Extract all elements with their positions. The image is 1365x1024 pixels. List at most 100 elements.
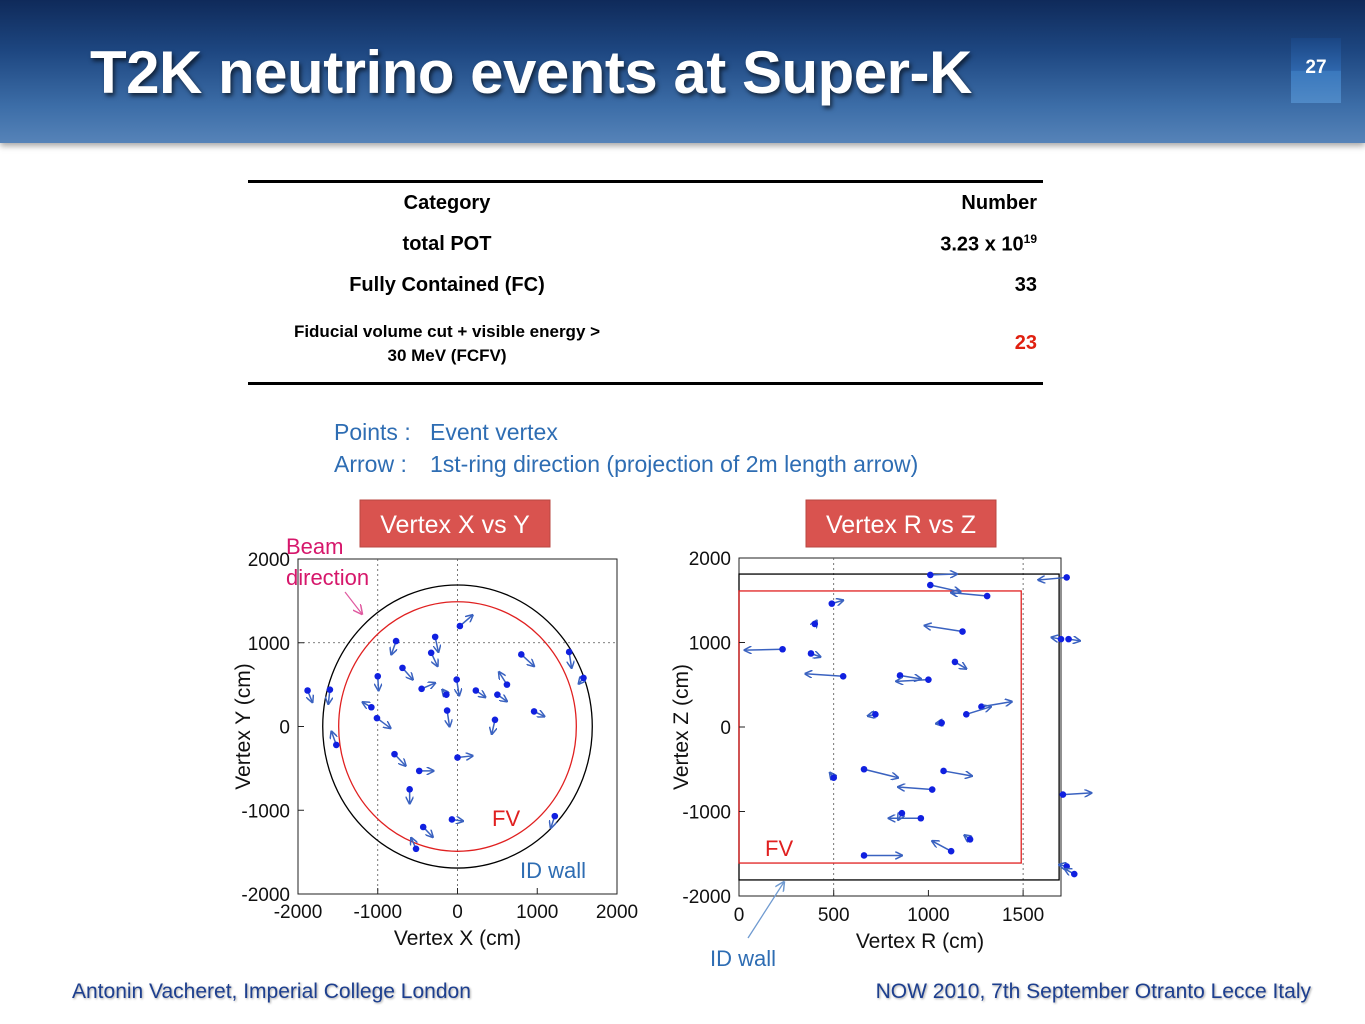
vertex-point [332,741,340,749]
fv-label: FV [492,806,520,831]
title-bar: T2K neutrino events at Super-K 27 [0,0,1365,143]
legend-arrow: Arrow : 1st-ring direction (projection of… [334,448,918,480]
vertex-point [1063,574,1070,581]
vertex-point [1057,635,1065,643]
direction-arrow [966,707,991,716]
vertex-point [927,581,934,589]
direction-arrow [930,574,957,575]
vertex-point [448,816,456,823]
y-tick-label: 0 [279,718,290,739]
header-number: Number [961,191,1037,214]
y-tick-label: -1000 [682,803,731,824]
direction-arrow [925,626,963,633]
category-line-1: Fiducial volume cut + visible energy > [293,321,601,341]
legend-arrow-value: 1st-ring direction (projection of 2m len… [430,451,919,477]
row-number-highlight: 23 [1014,332,1037,354]
y-tick-label: 0 [720,718,731,739]
vertex-point [1063,863,1070,870]
vertex-point [443,691,450,698]
id-wall-circle [322,584,593,869]
vertex-point [368,703,375,711]
table-header-row: Category Number [248,182,1043,224]
table-row: total POT 3.23 x 1019 [248,223,1043,265]
y-tick-label: -2000 [682,887,731,908]
x-tick-label: -2000 [274,902,323,923]
vertex-point [940,767,947,775]
y-tick-label: 1000 [248,634,290,655]
vertex-point [427,649,435,657]
table-row: Fiducial volume cut + visible energy > 30… [248,305,1043,384]
y-axis-label: Vertex Y (cm) [232,663,255,789]
vertex-point [443,707,451,714]
vertex-point [947,847,955,855]
vertex-point [399,664,406,672]
direction-arrow [943,770,972,776]
x-tick-label: 1000 [516,902,558,923]
y-axis-label: Vertex Z (cm) [670,664,693,790]
plot2-title-box [805,499,997,548]
y-tick-label: 2000 [689,549,731,570]
vertex-point [418,685,425,693]
vertex-point [406,786,413,793]
fv-box [738,590,1022,864]
vertex-point [453,676,461,683]
vertex-point [917,814,925,822]
vertex-point [807,650,815,657]
vertex-point [811,620,819,628]
vertex-point [983,592,991,600]
plot-legend: Points : Event vertex Arrow : 1st-ring dir… [334,416,918,480]
fv-circle [338,601,577,852]
vertex-point [860,852,868,859]
x-tick-label: -1000 [353,902,402,923]
slide-title: T2K neutrino events at Super-K [90,39,972,106]
vertex-point [419,823,427,831]
vertex-point [779,645,786,653]
pot-exponent: 19 [1023,231,1037,246]
table-row: Fully Contained (FC) 33 [248,265,1043,305]
direction-arrow [981,702,1011,708]
y-tick-label: 1000 [689,634,731,655]
vertex-point [925,676,932,683]
x-axis-label: Vertex R (cm) [856,930,984,953]
vertex-point [962,711,970,718]
vertex-point [326,686,334,693]
beam-label-line2: direction [286,565,369,590]
direction-arrow [1038,577,1067,580]
id-wall-box [738,573,1060,881]
direction-arrow [745,649,783,650]
row-category: Fully Contained (FC) [349,273,545,296]
vertex-point [551,812,559,820]
vertex-point [1065,635,1072,643]
vertex-point [374,672,382,680]
vertex-point [828,600,836,607]
plot1-title: Vertex X vs Y [380,511,530,539]
vertex-point [373,714,381,722]
legend-points-key: Points : [334,419,411,445]
direction-arrow [1062,793,1091,795]
vertex-point [839,673,847,680]
y-tick-label: -1000 [241,801,290,822]
vertex-point [927,571,934,579]
plot1-title-box [359,499,551,548]
x-axis-label: Vertex X (cm) [394,927,521,950]
vertex-point [491,716,499,724]
vertex-point [304,687,311,694]
vertex-point [456,622,464,630]
plot2-title: Vertex R vs Z [826,511,976,539]
fv-label: FV [765,836,793,861]
vertex-point [454,754,461,761]
direction-arrow [896,680,929,682]
vertex-point [830,774,838,781]
vertex-point [860,765,868,773]
legend-points-value: Event vertex [430,419,558,445]
footer-author: Antonin Vacheret, Imperial College Londo… [72,980,471,1003]
beam-arrow [344,591,362,614]
vertex-point [415,767,423,775]
id-wall-label: ID wall [710,946,776,971]
x-tick-label: 0 [452,902,463,923]
vertex-point [431,633,439,641]
header-category: Category [403,191,491,214]
vertex-point [872,711,879,718]
direction-arrow [863,768,898,777]
